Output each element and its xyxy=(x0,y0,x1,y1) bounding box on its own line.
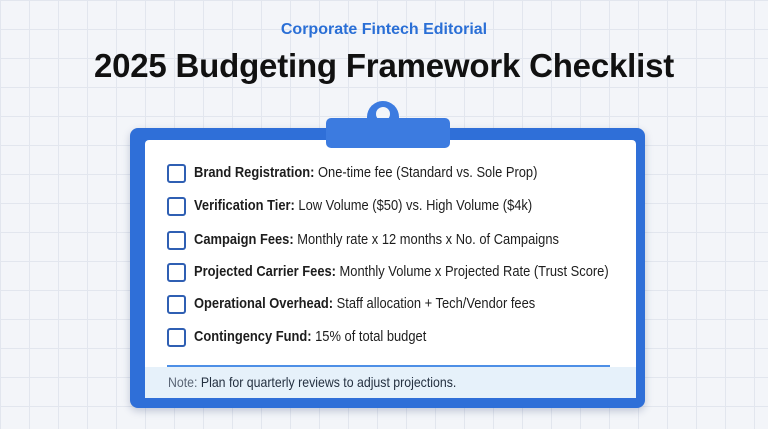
item-text: One-time fee (Standard vs. Sole Prop) xyxy=(318,164,538,181)
item-line: Verification Tier: Low Volume ($50) vs. … xyxy=(194,196,532,216)
checkbox[interactable] xyxy=(167,263,186,282)
clip-hole xyxy=(376,107,390,121)
checklist-item: Brand Registration: One-time fee (Standa… xyxy=(167,163,637,183)
checklist-item: Contingency Fund: 15% of total budget xyxy=(167,327,637,347)
item-line: Brand Registration: One-time fee (Standa… xyxy=(194,163,537,183)
item-text: Staff allocation + Tech/Vendor fees xyxy=(336,295,536,312)
note-label: Note: xyxy=(168,374,198,390)
kicker: Corporate Fintech Editorial xyxy=(280,21,488,38)
item-label: Projected Carrier Fees: xyxy=(194,263,336,280)
item-text: Monthly Volume x Projected Rate (Trust S… xyxy=(339,263,609,280)
item-label: Brand Registration: xyxy=(194,164,315,181)
item-label: Contingency Fund: xyxy=(194,328,312,345)
item-text: 15% of total budget xyxy=(315,328,427,345)
checklist-item: Verification Tier: Low Volume ($50) vs. … xyxy=(167,196,637,216)
checklist-item: Projected Carrier Fees: Monthly Volume x… xyxy=(167,262,637,282)
checkbox[interactable] xyxy=(167,328,186,347)
note-line: Note: Plan for quarterly reviews to adju… xyxy=(168,373,456,391)
checkbox[interactable] xyxy=(167,231,186,250)
checkbox[interactable] xyxy=(167,164,186,183)
checklist-panel xyxy=(145,140,636,398)
item-text: Monthly rate x 12 months x No. of Campai… xyxy=(297,231,559,248)
title: 2025 Budgeting Framework Checklist xyxy=(93,47,675,84)
checklist-item: Campaign Fees: Monthly rate x 12 months … xyxy=(167,230,637,250)
item-line: Operational Overhead: Staff allocation +… xyxy=(194,294,535,314)
item-text: Low Volume ($50) vs. High Volume ($4k) xyxy=(298,197,533,214)
item-line: Projected Carrier Fees: Monthly Volume x… xyxy=(194,262,609,282)
item-line: Contingency Fund: 15% of total budget xyxy=(194,327,426,347)
note-text: Plan for quarterly reviews to adjust pro… xyxy=(200,374,457,390)
checklist-item: Operational Overhead: Staff allocation +… xyxy=(167,294,637,314)
item-label: Verification Tier: xyxy=(194,197,295,214)
checkbox[interactable] xyxy=(167,197,186,216)
separator xyxy=(167,365,610,367)
note: Note: Plan for quarterly reviews to adju… xyxy=(145,367,636,398)
checkbox[interactable] xyxy=(167,295,186,314)
item-label: Campaign Fees: xyxy=(194,231,294,248)
item-line: Campaign Fees: Monthly rate x 12 months … xyxy=(194,230,559,250)
clip xyxy=(326,118,450,148)
item-label: Operational Overhead: xyxy=(194,295,334,312)
